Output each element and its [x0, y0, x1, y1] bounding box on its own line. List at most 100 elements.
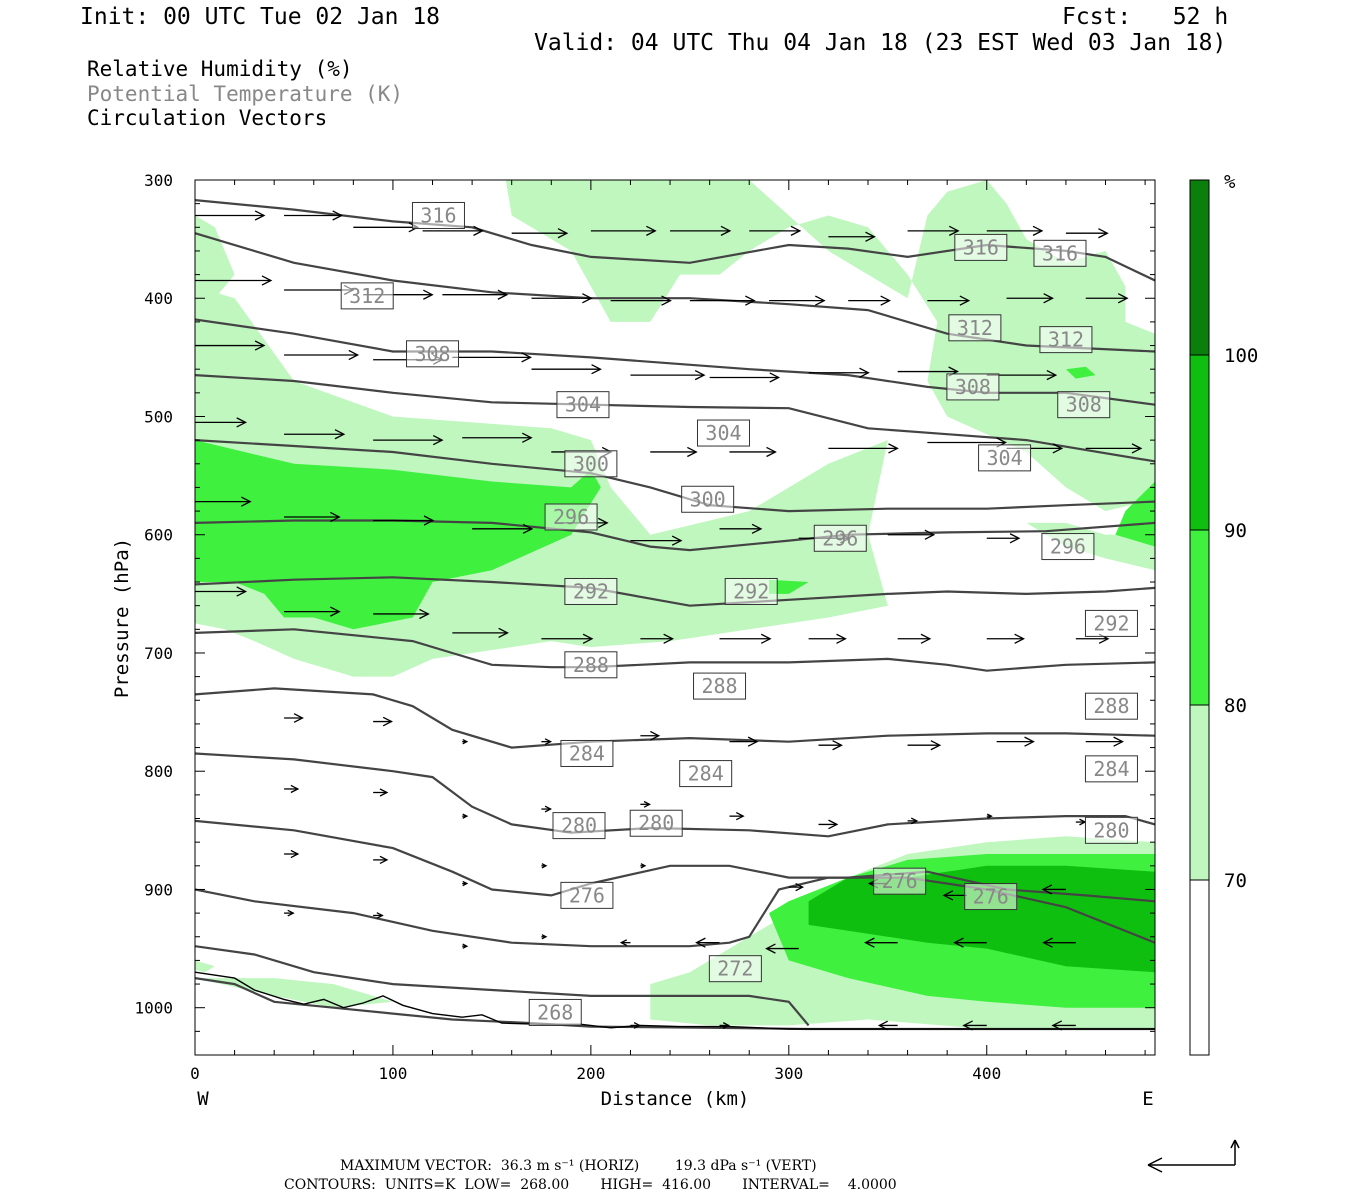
- circulation-vector: [986, 633, 1025, 644]
- contour-label-box: [679, 760, 733, 788]
- x-axis-label: Distance (km): [601, 1088, 750, 1110]
- vector-head: [544, 738, 553, 746]
- vector-head: [254, 210, 266, 221]
- vector-head: [722, 1022, 731, 1029]
- circulation-vector: [818, 740, 843, 751]
- circulation-vector: [640, 633, 674, 644]
- contour-label: 288: [564, 651, 618, 679]
- vector-head: [959, 295, 971, 306]
- rh-region-70: [505, 180, 1155, 512]
- circulation-vector: [284, 606, 341, 617]
- circulation-vector: [695, 937, 720, 948]
- rh-region-70: [195, 978, 393, 1008]
- contour-label: 284: [679, 760, 733, 788]
- circulation-vector: [373, 435, 444, 446]
- valid-time: Valid: 04 UTC Thu 04 Jan 18 (23 EST Wed …: [534, 30, 1227, 56]
- circulation-vector: [897, 633, 932, 644]
- contour-label-text: 292: [733, 579, 769, 603]
- circulation-vector: [373, 515, 435, 526]
- contour-label-box: [564, 450, 618, 478]
- vector-head: [745, 295, 756, 306]
- west-label: W: [197, 1088, 209, 1110]
- vector-head: [462, 880, 469, 887]
- vector-head: [1113, 736, 1124, 747]
- vector-head: [330, 511, 341, 523]
- contour-label-text: 272: [717, 957, 753, 981]
- vector-head: [695, 937, 706, 948]
- contour-label-text: 276: [973, 885, 1009, 909]
- vector-head: [1042, 937, 1053, 948]
- circulation-vector: [284, 784, 300, 794]
- contour-label: 280: [1084, 816, 1138, 844]
- contour-label-text: 276: [569, 883, 605, 907]
- contour-label: 292: [1084, 609, 1138, 637]
- circulation-vector: [462, 943, 469, 949]
- circulation-vector: [195, 275, 273, 286]
- x-tick-label: 0: [190, 1064, 200, 1083]
- vector-head: [720, 225, 732, 236]
- contour-label-box: [946, 373, 1000, 401]
- isentrope-272: [195, 945, 810, 1027]
- vector-head: [1131, 443, 1143, 454]
- max-vector-note: MAXIMUM VECTOR: 36.3 m s⁻¹ (HORIZ) 19.3 …: [340, 1158, 817, 1174]
- contour-label-text: 316: [1042, 241, 1078, 265]
- vector-head: [910, 817, 919, 825]
- vector-head: [522, 523, 534, 534]
- circulation-vector: [729, 446, 777, 458]
- vector-head: [473, 225, 484, 236]
- contour-label-box: [406, 340, 460, 368]
- vector-head: [663, 633, 674, 644]
- circulation-vector: [729, 812, 745, 821]
- vector-head: [462, 738, 469, 745]
- isentrope-288: [195, 687, 1155, 749]
- terrain-surface: [195, 971, 1155, 1030]
- init-time: Init: 00 UTC Tue 02 Jan 18: [80, 4, 441, 30]
- contour-label: 308: [1057, 391, 1111, 419]
- circulation-vector: [769, 295, 826, 306]
- circulation-vector: [462, 880, 469, 887]
- vector-head: [419, 608, 430, 620]
- vector-head: [930, 740, 942, 751]
- circulation-vector: [1075, 818, 1087, 826]
- colorbar-swatch: [1189, 704, 1210, 881]
- vector-head: [953, 937, 964, 948]
- vector-head: [236, 586, 248, 597]
- x-tick-label: 300: [774, 1064, 803, 1083]
- vector-head: [1014, 633, 1025, 644]
- circulation-vector: [650, 446, 698, 458]
- circulation-vector: [373, 788, 389, 797]
- vector-head: [769, 372, 781, 383]
- contour-label-text: 284: [1093, 757, 1129, 781]
- vector-head: [1051, 1020, 1063, 1031]
- vector-head: [522, 432, 533, 443]
- contour-label-text: 296: [1050, 535, 1086, 559]
- circulation-vector: [373, 716, 393, 727]
- contour-label-box: [560, 739, 614, 767]
- contour-label-text: 312: [957, 316, 993, 340]
- circulation-vector: [719, 1022, 731, 1029]
- x-tick-label: 100: [378, 1064, 407, 1083]
- y-tick-label: 700: [144, 644, 173, 663]
- contour-label-box: [1084, 816, 1138, 844]
- rh-region-70: [195, 215, 235, 311]
- contour-label-box: [1039, 326, 1093, 354]
- rh-region-80: [1115, 481, 1155, 547]
- vector-head: [290, 784, 300, 794]
- vector-head: [261, 275, 273, 286]
- contour-label: 316: [411, 201, 465, 229]
- contour-label: 272: [708, 955, 762, 983]
- vector-head: [290, 849, 300, 859]
- circulation-vector: [195, 210, 266, 221]
- vector-head: [877, 1020, 888, 1031]
- circulation-vector: [719, 633, 772, 644]
- vector-head: [462, 813, 469, 819]
- contour-label: 312: [948, 314, 1002, 342]
- circulation-vector: [284, 511, 341, 523]
- vector-head: [293, 713, 304, 723]
- circulation-vector: [284, 849, 300, 859]
- circulation-vector: [709, 372, 781, 383]
- vector-head: [432, 435, 444, 446]
- vector-head: [694, 369, 706, 381]
- circulation-vector: [472, 523, 534, 534]
- vector-head: [1032, 225, 1044, 236]
